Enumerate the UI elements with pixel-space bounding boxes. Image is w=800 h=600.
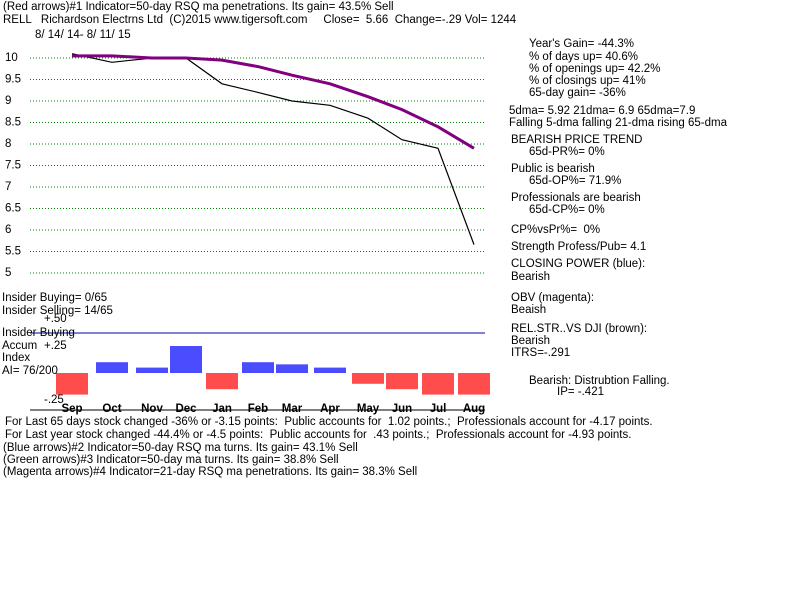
stat-text: Beaish	[511, 304, 546, 316]
bar	[96, 362, 128, 373]
footer-text: For Last year stock changed -44.4% or -4…	[5, 429, 631, 441]
left-label: Insider Selling= 14/65	[2, 305, 113, 317]
y-tick-label: 8	[5, 138, 11, 150]
y-tick-label: 9.5	[5, 74, 21, 86]
x-tick-label: Oct	[102, 403, 121, 415]
stat-text: % of openings up= 42.2%	[529, 63, 660, 75]
footer-text: (Magenta arrows)#4 Indicator=21-day RSQ …	[3, 466, 417, 478]
price-line	[71, 53, 475, 245]
left-label: Insider Buying	[2, 327, 75, 339]
stat-text: IP= -.421	[557, 386, 604, 398]
footer-text: For Last 65 days stock changed -36% or -…	[5, 416, 653, 428]
bar	[170, 346, 202, 373]
x-tick-label: Mar	[282, 403, 303, 415]
header-text: RELL Richardson Electrns Ltd (C)2015 www…	[3, 14, 517, 26]
bar	[206, 373, 238, 390]
stat-text: 65d-PR%= 0%	[529, 146, 605, 158]
bar	[352, 373, 384, 384]
stat-text: 65-day gain= -36%	[529, 87, 626, 99]
bar	[458, 373, 490, 395]
left-label: AI= 76/200	[2, 365, 58, 377]
stat-text: % of days up= 40.6%	[529, 51, 638, 63]
stat-text: Public is bearish	[511, 163, 595, 175]
stat-text: BEARISH PRICE TREND	[511, 134, 642, 146]
footer-text: (Blue arrows)#2 Indicator=50-day RSQ ma …	[3, 442, 358, 454]
x-tick-label: Dec	[175, 403, 197, 415]
x-tick-label: Jun	[392, 403, 412, 415]
x-tick-label: Jan	[212, 403, 232, 415]
left-label: Index	[2, 352, 30, 364]
stat-text: Professionals are bearish	[511, 192, 641, 204]
stat-text: 5dma= 5.92 21dma= 6.9 65dma=7.9	[509, 105, 695, 117]
left-label: Insider Buying= 0/65	[2, 292, 107, 304]
y-tick-label: 5	[5, 267, 11, 279]
bar	[386, 373, 418, 390]
y-tick-label: +.50	[44, 313, 67, 325]
y-tick-label: 6	[5, 224, 11, 236]
y-tick-label: 8.5	[5, 117, 21, 129]
stat-text: Bearish	[511, 271, 550, 283]
bar	[314, 367, 346, 373]
x-tick-label: Sep	[61, 403, 82, 415]
bar	[276, 364, 308, 373]
stat-text: CP%vsPr%= 0%	[511, 224, 600, 236]
y-tick-label: 6.5	[5, 203, 21, 215]
bar	[136, 367, 168, 373]
stat-text: Bearish	[511, 335, 550, 347]
stat-text: 65d-OP%= 71.9%	[529, 175, 621, 187]
price-line	[72, 54, 475, 150]
stat-text: ITRS=-.291	[511, 347, 570, 359]
y-tick-label: 9	[5, 95, 11, 107]
header-text: 8/ 14/ 14- 8/ 11/ 15	[35, 29, 131, 41]
header-text: (Red arrows)#1 Indicator=50-day RSQ ma p…	[3, 1, 394, 13]
y-tick-label: 10	[5, 52, 18, 64]
stat-text: % of closings up= 41%	[529, 75, 646, 87]
bar	[56, 373, 88, 395]
y-tick-label: 7.5	[5, 160, 21, 172]
footer-text: (Green arrows)#3 Indicator=50-day ma tur…	[3, 454, 339, 466]
stat-text: Strength Profess/Pub= 4.1	[511, 241, 646, 253]
x-tick-label: Nov	[141, 403, 163, 415]
stat-text: CLOSING POWER (blue):	[511, 258, 645, 270]
y-tick-label: 7	[5, 181, 11, 193]
stat-text: Year's Gain= -44.3%	[529, 38, 634, 50]
x-tick-label: May	[357, 403, 380, 415]
stat-text: Falling 5-dma falling 21-dma rising 65-d…	[509, 117, 728, 129]
bar	[242, 362, 274, 373]
x-tick-label: Jul	[430, 403, 447, 415]
y-tick-label: 5.5	[5, 246, 21, 258]
stat-text: REL.STR..VS DJI (brown):	[511, 323, 647, 335]
x-tick-label: Aug	[463, 403, 485, 415]
stat-text: 65d-CP%= 0%	[529, 204, 605, 216]
x-tick-label: Feb	[248, 403, 268, 415]
left-label: Accum	[2, 340, 37, 352]
x-tick-label: Apr	[320, 403, 340, 415]
bar	[422, 373, 454, 395]
y-tick-label: -.25	[44, 394, 64, 406]
stat-text: OBV (magenta):	[511, 292, 594, 304]
y-tick-label: +.25	[44, 340, 67, 352]
stat-text: Bearish: Distrubtion Falling.	[529, 375, 670, 387]
